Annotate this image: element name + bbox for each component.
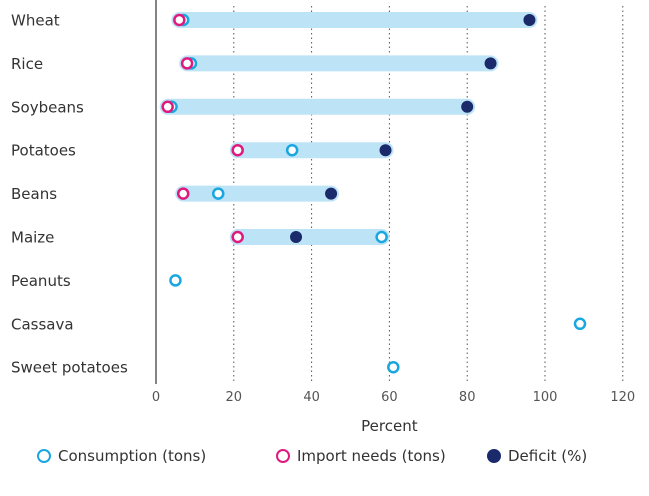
range-bar-rice xyxy=(179,55,499,72)
range-bars xyxy=(159,12,538,245)
category-label-beans: Beans xyxy=(11,185,57,203)
point-deficit-wheat xyxy=(523,14,536,26)
point-consumption-tons-beans xyxy=(211,187,225,200)
point-consumption-tons-peanuts xyxy=(169,274,182,287)
point-import-needs-tons-maize xyxy=(231,230,244,244)
legend-label-consumption: Consumption (tons) xyxy=(58,447,207,465)
x-tick-label-120: 120 xyxy=(610,390,635,405)
category-label-cassava: Cassava xyxy=(11,315,74,333)
open-circle-icon xyxy=(276,449,290,463)
category-label-potatoes: Potatoes xyxy=(11,142,76,160)
filled-circle-icon xyxy=(487,449,501,463)
point-import-needs-tons-rice xyxy=(180,57,194,70)
x-tick-label-20: 20 xyxy=(226,390,243,405)
legend-label-deficit: Deficit (%) xyxy=(508,447,588,465)
point-import-needs-tons-potatoes xyxy=(231,143,244,157)
point-deficit-maize xyxy=(290,231,303,243)
legend-item-import-needs: Import needs (tons) xyxy=(276,447,446,465)
x-axis-title: Percent xyxy=(361,417,418,435)
x-tick-labels: 0 20 40 60 80 100 120 xyxy=(152,390,635,405)
point-import-needs-tons-soybeans xyxy=(161,100,174,114)
point-consumption-tons-maize xyxy=(375,230,388,244)
range-bar-beans xyxy=(175,185,340,202)
data-points xyxy=(161,13,587,374)
range-bar-potatoes xyxy=(229,142,394,159)
x-tick-label-100: 100 xyxy=(533,390,558,405)
point-import-needs-tons-wheat xyxy=(173,13,186,27)
point-import-needs-tons-beans xyxy=(176,187,190,200)
category-label-rice: Rice xyxy=(11,55,43,73)
point-deficit-soybeans xyxy=(461,100,474,113)
category-label-maize: Maize xyxy=(11,229,54,247)
x-tick-label-80: 80 xyxy=(459,390,476,405)
point-deficit-potatoes xyxy=(379,144,392,157)
open-circle-icon xyxy=(37,449,51,463)
category-labels: Wheat Rice Soybeans Potatoes Beans Maize Peanu… xyxy=(11,12,128,377)
legend-item-deficit: Deficit (%) xyxy=(487,447,587,465)
point-consumption-tons-sweet-potatoes xyxy=(387,360,400,374)
legend: Consumption (tons) Import needs (tons) D… xyxy=(0,447,649,471)
range-bar-maize xyxy=(229,229,390,245)
x-tick-label-60: 60 xyxy=(381,390,398,405)
category-label-soybeans: Soybeans xyxy=(11,98,84,116)
range-bar-wheat xyxy=(171,12,538,28)
point-consumption-tons-potatoes xyxy=(285,143,299,157)
legend-label-import-needs: Import needs (tons) xyxy=(297,447,446,465)
x-tick-label-40: 40 xyxy=(303,390,320,405)
category-label-peanuts: Peanuts xyxy=(11,272,71,290)
category-label-wheat: Wheat xyxy=(11,12,60,30)
legend-item-consumption: Consumption (tons) xyxy=(37,447,206,465)
point-consumption-tons-cassava xyxy=(573,317,587,331)
point-deficit-rice xyxy=(484,57,497,70)
dumbbell-chart: Wheat Rice Soybeans Potatoes Beans Maize Peanu… xyxy=(11,0,635,435)
point-deficit-beans xyxy=(325,187,338,200)
range-bar-soybeans xyxy=(159,98,476,115)
x-tick-label-0: 0 xyxy=(152,390,160,405)
category-label-sweet-potatoes: Sweet potatoes xyxy=(11,359,128,377)
